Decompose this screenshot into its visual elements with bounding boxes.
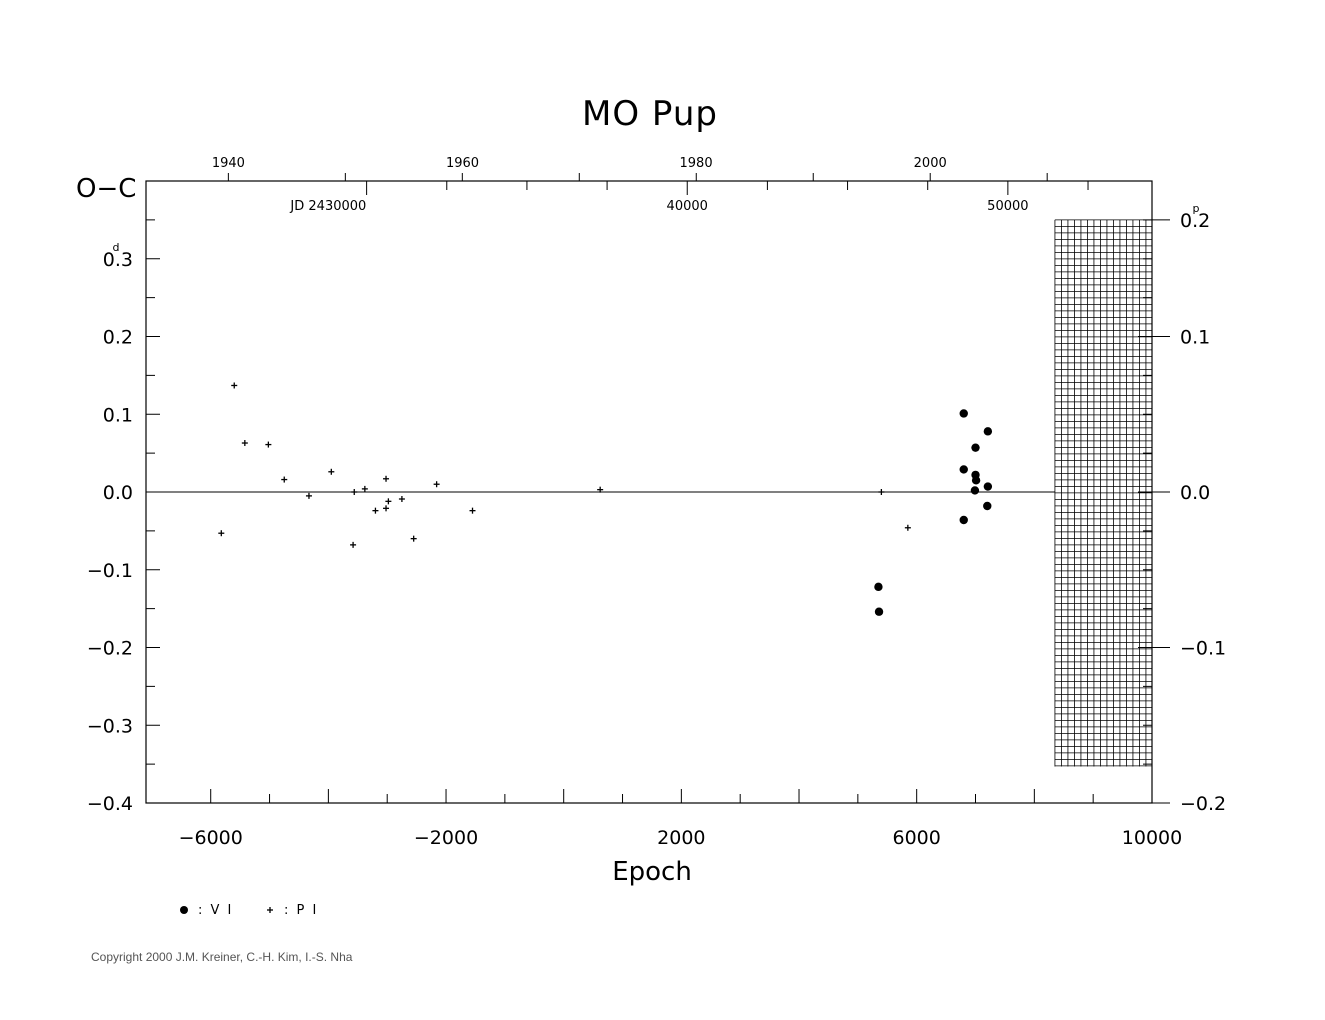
top-year-label: 1940 <box>212 156 245 171</box>
right-y-tick-label: −0.1 <box>1180 638 1226 660</box>
point-plus <box>469 507 476 514</box>
data-points <box>218 382 993 616</box>
y-tick-label: 0.2 <box>103 327 133 349</box>
point-dot <box>959 515 968 525</box>
x-tick-label: 6000 <box>892 827 940 849</box>
point-dot <box>971 476 981 485</box>
chart-title: MO Pup <box>582 94 718 134</box>
x-tick-label: 2000 <box>657 827 705 849</box>
point-dot <box>874 607 884 616</box>
legend: : V I : P I <box>180 903 318 918</box>
axes: −6000 −2000 2000 6000 10000 0.2 0.1 0.0 −0.1 −0.2… <box>87 156 1226 849</box>
point-plus <box>383 475 390 482</box>
point-dot <box>874 582 883 592</box>
point-dot <box>971 443 980 452</box>
top-year-label: 1960 <box>446 156 479 171</box>
point-plus <box>361 485 368 492</box>
y-tick-label: −0.3 <box>87 715 133 737</box>
x-tick-label: −6000 <box>179 827 243 849</box>
jd-label: 40000 <box>667 199 708 214</box>
y-tick-label: −0.4 <box>87 793 133 815</box>
y-tick-label: 0.1 <box>103 404 133 426</box>
point-plus <box>350 541 357 548</box>
point-plus <box>383 505 390 512</box>
point-plus <box>281 476 288 483</box>
copyright-text: Copyright 2000 J.M. Kreiner, C.-H. Kim, … <box>91 950 353 964</box>
y-axis-label: O−C <box>76 174 136 204</box>
point-plus <box>904 524 911 531</box>
top-year-label: 1980 <box>680 156 713 171</box>
x-tick-label: −2000 <box>414 827 478 849</box>
x-tick-label: 10000 <box>1122 827 1182 849</box>
point-plus <box>241 440 248 447</box>
point-plus <box>351 489 358 495</box>
y-unit-superscript: d <box>113 241 120 254</box>
point-dot <box>959 409 968 418</box>
point-dot <box>970 486 980 495</box>
top-year-label: 2000 <box>914 156 947 171</box>
point-plus <box>218 530 225 537</box>
point-plus <box>372 507 379 514</box>
point-dot <box>983 427 993 436</box>
point-plus <box>433 481 440 488</box>
point-plus <box>385 498 392 505</box>
legend-dot-marker <box>180 906 188 914</box>
point-dot <box>983 501 992 511</box>
legend-label: : V I <box>198 903 233 918</box>
point-plus <box>878 489 885 495</box>
point-plus <box>410 535 417 542</box>
right-y-tick-label: 0.1 <box>1180 327 1210 349</box>
point-dot <box>983 482 993 491</box>
y-tick-label: −0.1 <box>87 560 133 582</box>
x-axis-label: Epoch <box>612 857 692 887</box>
legend-plus-marker <box>267 907 273 913</box>
shaded-grid-region <box>1054 219 1152 767</box>
jd-label: 50000 <box>987 199 1028 214</box>
point-plus <box>265 441 272 448</box>
right-y-unit-superscript: p <box>1193 202 1200 215</box>
point-plus <box>398 495 405 502</box>
point-dot <box>959 465 968 474</box>
jd-label: JD 2430000 <box>289 199 366 214</box>
right-y-tick-label-unit: 0.2 <box>1180 210 1210 232</box>
point-plus <box>597 486 604 493</box>
y-tick-label: −0.2 <box>87 638 133 660</box>
right-y-tick-label: −0.2 <box>1180 793 1226 815</box>
legend-label: : P I <box>284 903 318 918</box>
y-tick-label: 0.0 <box>103 482 133 504</box>
point-plus <box>328 468 335 475</box>
right-y-tick-label: 0.0 <box>1180 482 1210 504</box>
y-tick-label-unit: 0.3 <box>103 249 133 271</box>
point-plus <box>231 382 238 389</box>
point-plus <box>305 492 312 499</box>
